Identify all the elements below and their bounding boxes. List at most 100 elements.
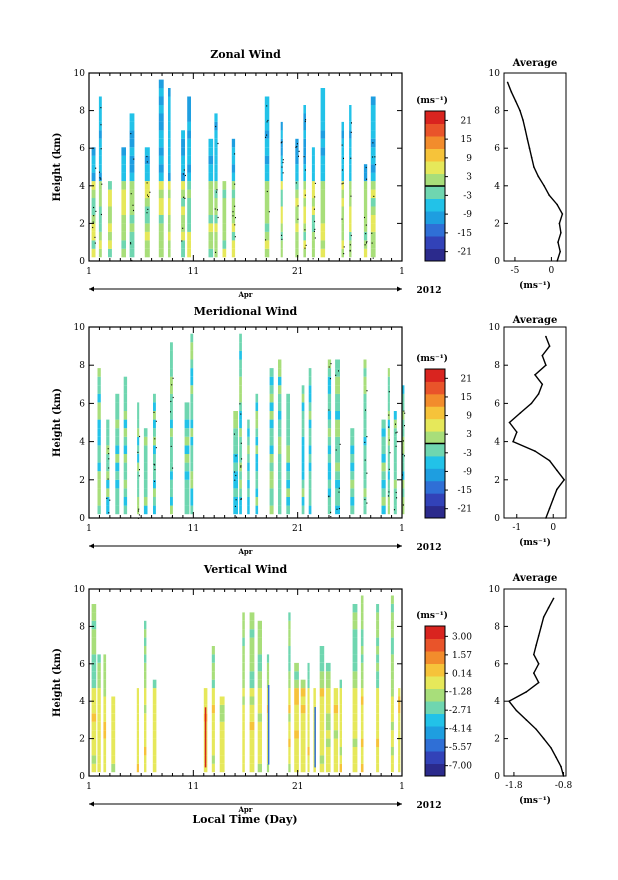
average-point bbox=[519, 412, 522, 414]
heatmap-cell bbox=[211, 688, 215, 697]
heatmap-cell bbox=[278, 419, 282, 429]
heatmap-cell bbox=[143, 497, 148, 506]
heatmap-cell bbox=[288, 704, 291, 714]
heatmap-cell bbox=[137, 479, 140, 489]
colorbar-swatch bbox=[425, 431, 445, 444]
colorbar-tick-label: -5.57 bbox=[449, 743, 472, 753]
heatmap-cell bbox=[103, 738, 107, 747]
contour-dot bbox=[303, 156, 305, 158]
heatmap-cell bbox=[320, 240, 326, 249]
heatmap-cell bbox=[269, 445, 274, 454]
heatmap-cell bbox=[269, 436, 274, 446]
heatmap-cell bbox=[233, 419, 238, 429]
heatmap-cell bbox=[341, 240, 344, 249]
heatmap-cell bbox=[390, 721, 394, 731]
heatmap-cell bbox=[278, 471, 282, 480]
heatmap-cell bbox=[327, 445, 332, 454]
heatmap-cell bbox=[308, 497, 312, 506]
heatmap-cell bbox=[168, 223, 171, 232]
heatmap-cell bbox=[247, 488, 250, 497]
heatmap-cell bbox=[106, 497, 110, 506]
contour-dot bbox=[181, 240, 183, 242]
contour-dot bbox=[95, 210, 97, 212]
heatmap-cell bbox=[115, 471, 120, 480]
colorbar-unit: (ms⁻¹) bbox=[416, 353, 448, 364]
heatmap-cell bbox=[170, 368, 173, 377]
heatmap-cell bbox=[97, 376, 101, 386]
heatmap-cell bbox=[303, 198, 306, 207]
heatmap-cell bbox=[295, 198, 299, 207]
heatmap-cell bbox=[308, 411, 312, 420]
avg-x-tick-label: -5 bbox=[511, 266, 520, 276]
heatmap-cell bbox=[152, 763, 157, 773]
heatmap-cell bbox=[319, 704, 325, 714]
contour-dot bbox=[92, 226, 94, 229]
heatmap-cell bbox=[144, 231, 150, 241]
heatmap-cell bbox=[264, 189, 270, 199]
contour-dot bbox=[100, 124, 102, 126]
heatmap-cell bbox=[187, 198, 191, 207]
contour-dot bbox=[314, 220, 316, 223]
heatmap-cell bbox=[152, 738, 157, 747]
heatmap-cell bbox=[301, 471, 305, 480]
contour-dot bbox=[314, 196, 316, 198]
heatmap-cell bbox=[214, 223, 218, 232]
heatmap-cell bbox=[335, 428, 340, 437]
heatmap-cell bbox=[311, 155, 315, 165]
heatmap-cell bbox=[123, 445, 128, 454]
heatmap-cell bbox=[349, 130, 352, 139]
heatmap-cell bbox=[249, 654, 255, 663]
contour-dot bbox=[170, 400, 172, 403]
heatmap-cell bbox=[257, 713, 262, 722]
heatmap-cell bbox=[370, 206, 376, 215]
heatmap-cell bbox=[360, 671, 364, 680]
average-point bbox=[534, 374, 536, 376]
heatmap-cell bbox=[335, 393, 340, 403]
contour-dot bbox=[330, 511, 332, 513]
contour-dot bbox=[107, 478, 109, 480]
heatmap-cell bbox=[239, 488, 242, 497]
average-point bbox=[545, 517, 547, 519]
heatmap-cell bbox=[211, 696, 215, 705]
heatmap-cell bbox=[288, 713, 291, 722]
heatmap-cell bbox=[190, 445, 194, 454]
contour-dot bbox=[154, 438, 156, 440]
contour-dot bbox=[266, 105, 268, 107]
heatmap-cell bbox=[137, 497, 140, 506]
heatmap-cell bbox=[349, 172, 352, 182]
heatmap-cell bbox=[249, 646, 255, 655]
heatmap-cell bbox=[153, 445, 156, 454]
heatmap-cell bbox=[98, 198, 102, 207]
y-tick-label: 8 bbox=[79, 107, 85, 117]
heatmap-cell bbox=[153, 428, 156, 437]
heatmap-cell bbox=[257, 662, 262, 672]
heatmap-cell bbox=[115, 505, 120, 515]
heatmap-cell bbox=[376, 738, 380, 747]
colorbar-swatch bbox=[425, 148, 445, 162]
heatmap-cell bbox=[303, 130, 306, 139]
contour-dot bbox=[240, 442, 242, 444]
heatmap-cell bbox=[319, 721, 325, 731]
average-point bbox=[534, 450, 536, 452]
colorbar-swatch bbox=[425, 111, 445, 124]
heatmap-cell bbox=[288, 629, 291, 638]
heatmap-cell bbox=[143, 436, 148, 446]
heatmap-cell bbox=[352, 679, 358, 689]
heatmap-cell bbox=[301, 488, 305, 497]
heatmap-cell bbox=[190, 471, 194, 480]
heatmap-cell bbox=[387, 428, 390, 437]
heatmap-cell bbox=[108, 181, 112, 190]
heatmap-cell bbox=[106, 471, 110, 480]
heatmap-cell bbox=[184, 505, 190, 515]
heatmap-cell bbox=[231, 223, 236, 232]
heatmap-cell bbox=[303, 105, 306, 114]
heatmap-cell bbox=[301, 393, 305, 403]
heatmap-cell bbox=[303, 240, 306, 249]
heatmap-cell bbox=[129, 130, 135, 139]
average-line bbox=[508, 336, 566, 519]
heatmap-cell bbox=[352, 604, 358, 613]
y-tick-label: 6 bbox=[79, 399, 85, 409]
heatmap-cell bbox=[242, 612, 245, 621]
heatmap-cell bbox=[393, 505, 397, 515]
heatmap-cell bbox=[231, 198, 236, 207]
